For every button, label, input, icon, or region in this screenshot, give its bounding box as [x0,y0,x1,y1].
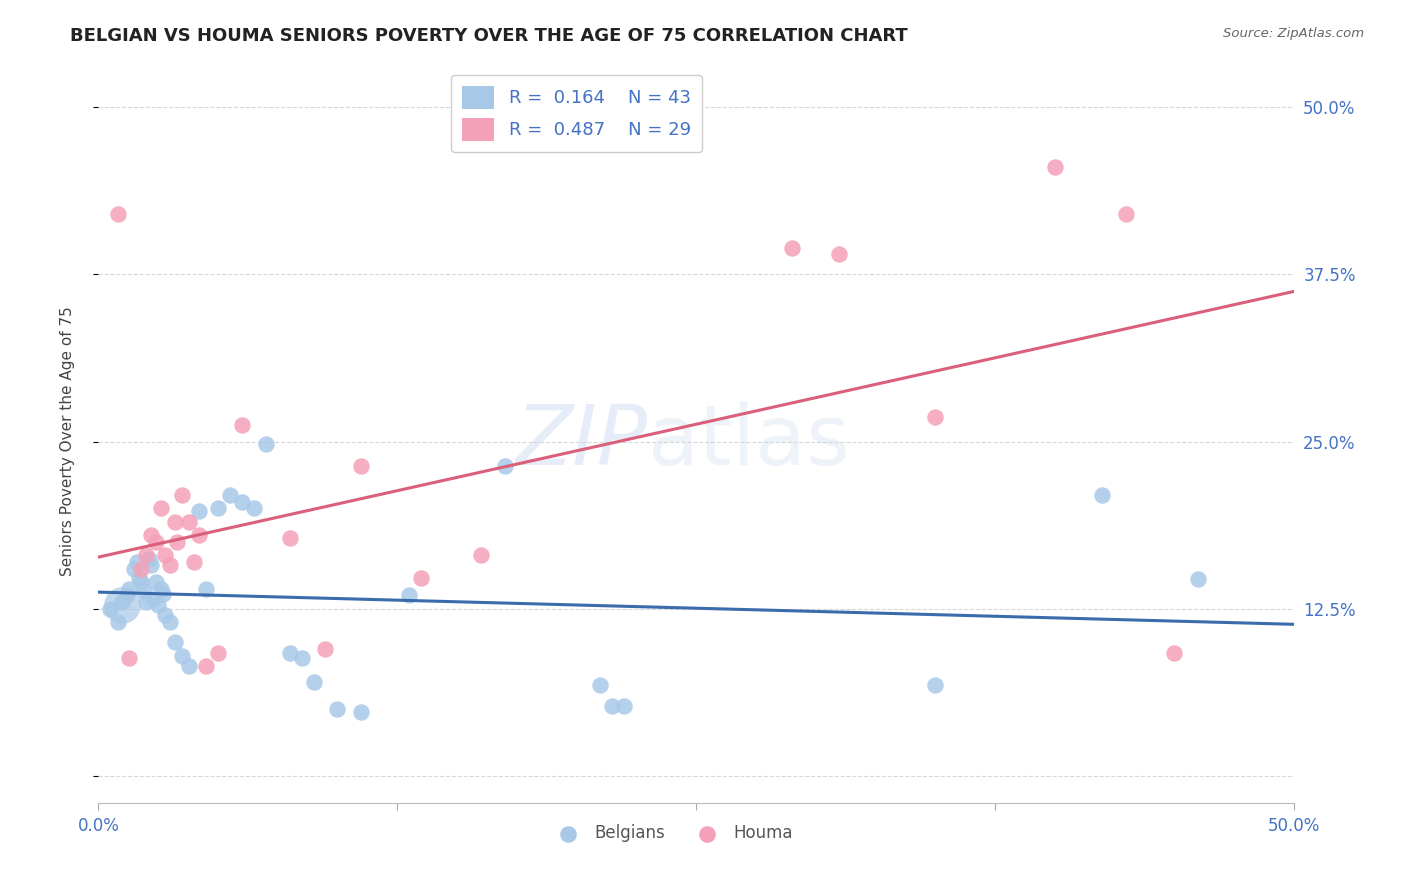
Point [172,648,194,663]
Point [231,418,253,433]
Point [115,589,138,603]
Point [125,555,148,569]
Point [155,608,177,623]
Point [602,699,624,714]
Point [183,555,205,569]
Y-axis label: Seniors Poverty Over the Age of 75: Seniors Poverty Over the Age of 75 [60,307,75,576]
Point [139,558,162,572]
Point [1187,573,1209,587]
Point [166,535,188,549]
Point [231,494,253,508]
Point [924,678,946,692]
Point [135,595,157,609]
Point [98,602,122,616]
Point [111,595,134,609]
Text: atlas: atlas [648,401,849,482]
Point [219,488,242,502]
Point [131,562,153,576]
Point [350,458,373,473]
Point [172,488,194,502]
Point [780,240,803,255]
Point [207,646,229,660]
Point [243,501,266,516]
Point [107,207,129,221]
Point [142,592,165,607]
Point [278,646,301,660]
Point [195,659,218,673]
Point [254,437,277,451]
Point [155,548,177,563]
Point [494,458,516,473]
Legend: Belgians, Houma: Belgians, Houma [544,817,800,848]
Point [111,598,134,612]
Point [470,548,492,563]
Point [179,515,201,529]
Point [131,575,153,590]
Point [159,615,181,630]
Point [187,528,209,542]
Point [278,531,301,545]
Point [187,504,209,518]
Point [149,501,172,516]
Point [924,410,946,425]
Point [179,659,201,673]
Point [148,598,170,612]
Point [302,675,325,690]
Point [132,584,155,599]
Point [411,571,433,585]
Point [828,247,851,261]
Point [124,562,146,576]
Point [1115,207,1137,221]
Point [1043,161,1066,175]
Point [589,678,612,692]
Point [350,705,373,719]
Point [139,528,162,542]
Point [135,548,157,563]
Point [118,582,141,596]
Point [398,589,420,603]
Point [107,615,129,630]
Point [145,575,167,590]
Point [207,501,229,516]
Text: BELGIAN VS HOUMA SENIORS POVERTY OVER THE AGE OF 75 CORRELATION CHART: BELGIAN VS HOUMA SENIORS POVERTY OVER TH… [70,27,908,45]
Point [1163,646,1185,660]
Text: ZIP: ZIP [516,401,648,482]
Point [163,635,186,649]
Point [315,642,337,657]
Point [145,535,167,549]
Point [163,515,186,529]
Point [152,587,174,601]
Point [326,702,349,716]
Point [128,571,150,585]
Point [195,582,218,596]
Point [149,582,172,596]
Point [118,651,141,665]
Point [1091,488,1114,502]
Point [291,651,314,665]
Text: Source: ZipAtlas.com: Source: ZipAtlas.com [1223,27,1364,40]
Point [138,552,160,566]
Point [159,558,181,572]
Point [613,699,636,714]
